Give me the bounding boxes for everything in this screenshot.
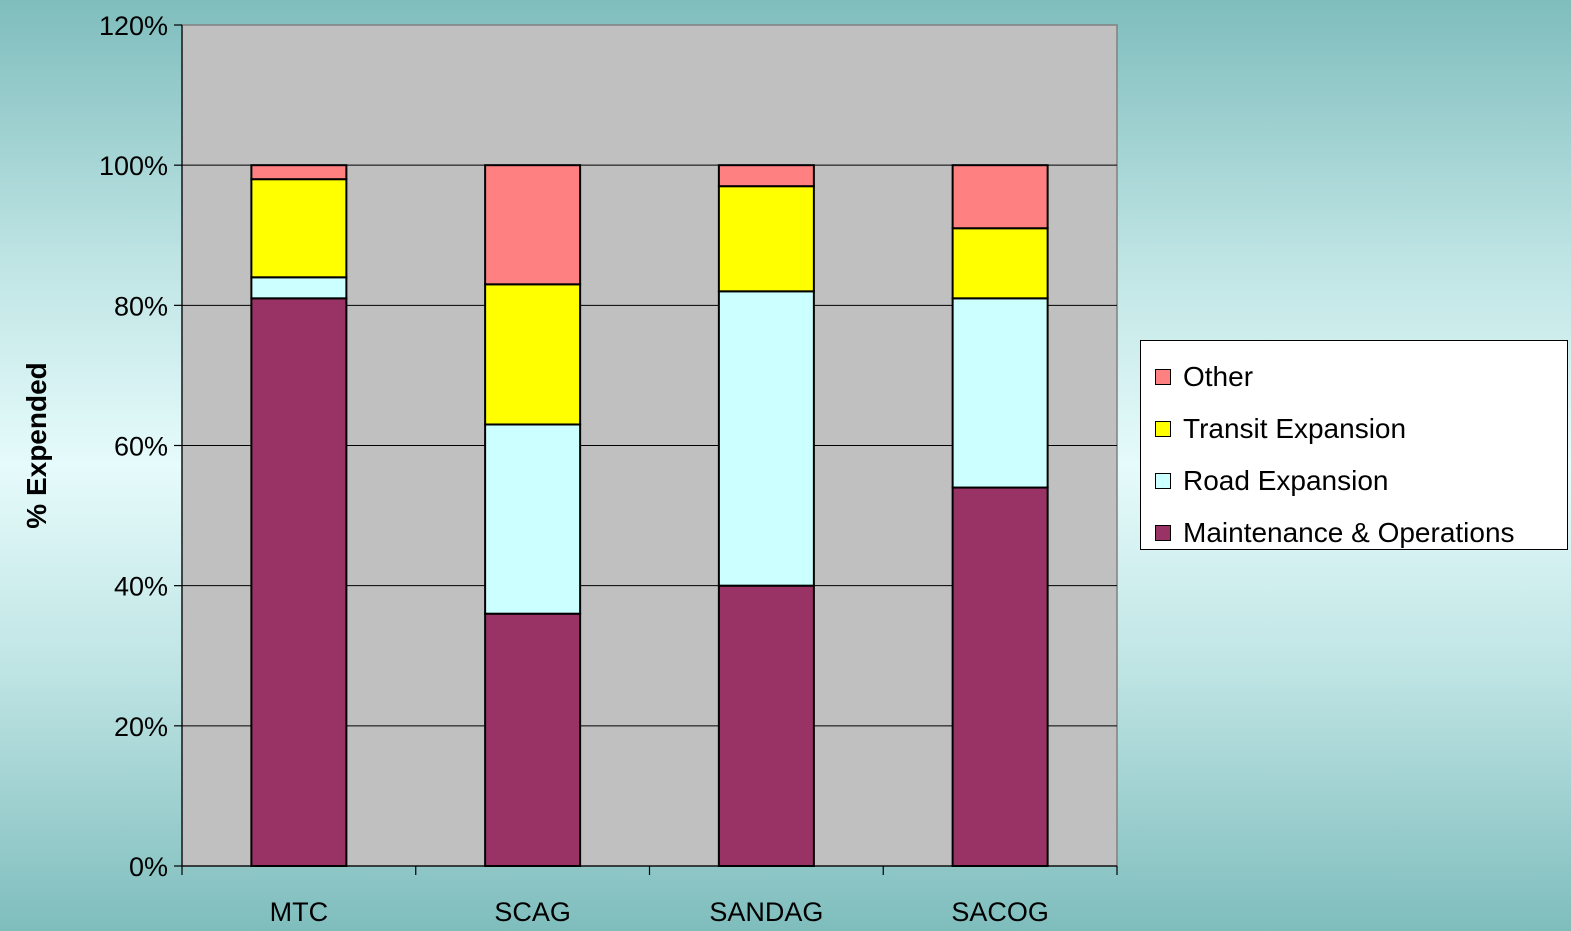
bar-segment xyxy=(250,178,348,279)
legend-swatch xyxy=(1155,473,1171,489)
legend-item: Other xyxy=(1141,351,1567,403)
y-tick-label: 60% xyxy=(114,432,168,462)
bar-segment xyxy=(717,290,815,587)
y-tick-label: 100% xyxy=(99,151,168,181)
legend-item: Transit Expansion xyxy=(1141,403,1567,455)
y-axis-label: % Expended xyxy=(21,362,52,528)
x-tick-label: SANDAG xyxy=(709,897,823,927)
bar-segment xyxy=(484,164,582,286)
legend-item: Maintenance & Operations xyxy=(1141,507,1567,559)
chart-legend: Other Transit Expansion Road Expansion Main… xyxy=(1140,340,1568,550)
bar-segment xyxy=(484,612,582,868)
legend-swatch xyxy=(1155,369,1171,385)
bar-segment xyxy=(484,283,582,426)
bar-segment xyxy=(951,164,1049,230)
bar-segment xyxy=(717,164,815,188)
y-tick-label: 0% xyxy=(129,852,168,882)
x-tick-label: SACOG xyxy=(951,897,1049,927)
y-tick-label: 80% xyxy=(114,291,168,321)
x-tick-label: SCAG xyxy=(494,897,571,927)
y-tick-label: 20% xyxy=(114,712,168,742)
legend-label: Transit Expansion xyxy=(1183,413,1407,444)
bar-segment xyxy=(717,584,815,868)
y-tick-label: 120% xyxy=(99,11,168,41)
axes: 0% 20% 40% 60% 80% 100% 120% MTC SCAG SANDAG SACOG xyxy=(99,11,1118,927)
legend-item: Road Expansion xyxy=(1141,455,1567,507)
legend-swatch xyxy=(1155,525,1171,541)
legend-label: Other xyxy=(1183,361,1254,392)
bar-segment xyxy=(951,227,1049,300)
bar-segment xyxy=(951,297,1049,489)
bars xyxy=(250,164,1049,868)
x-tick-label: MTC xyxy=(270,897,328,927)
bar-segment xyxy=(717,185,815,293)
legend-label: Road Expansion xyxy=(1183,465,1389,496)
legend-swatch xyxy=(1155,421,1171,437)
legend-label: Maintenance & Operations xyxy=(1183,517,1515,548)
bar-segment xyxy=(250,297,348,867)
bar-segment xyxy=(250,164,348,181)
bar-segment xyxy=(484,423,582,615)
y-tick-label: 40% xyxy=(114,572,168,602)
bar-segment xyxy=(951,486,1049,867)
bar-segment xyxy=(250,276,348,300)
